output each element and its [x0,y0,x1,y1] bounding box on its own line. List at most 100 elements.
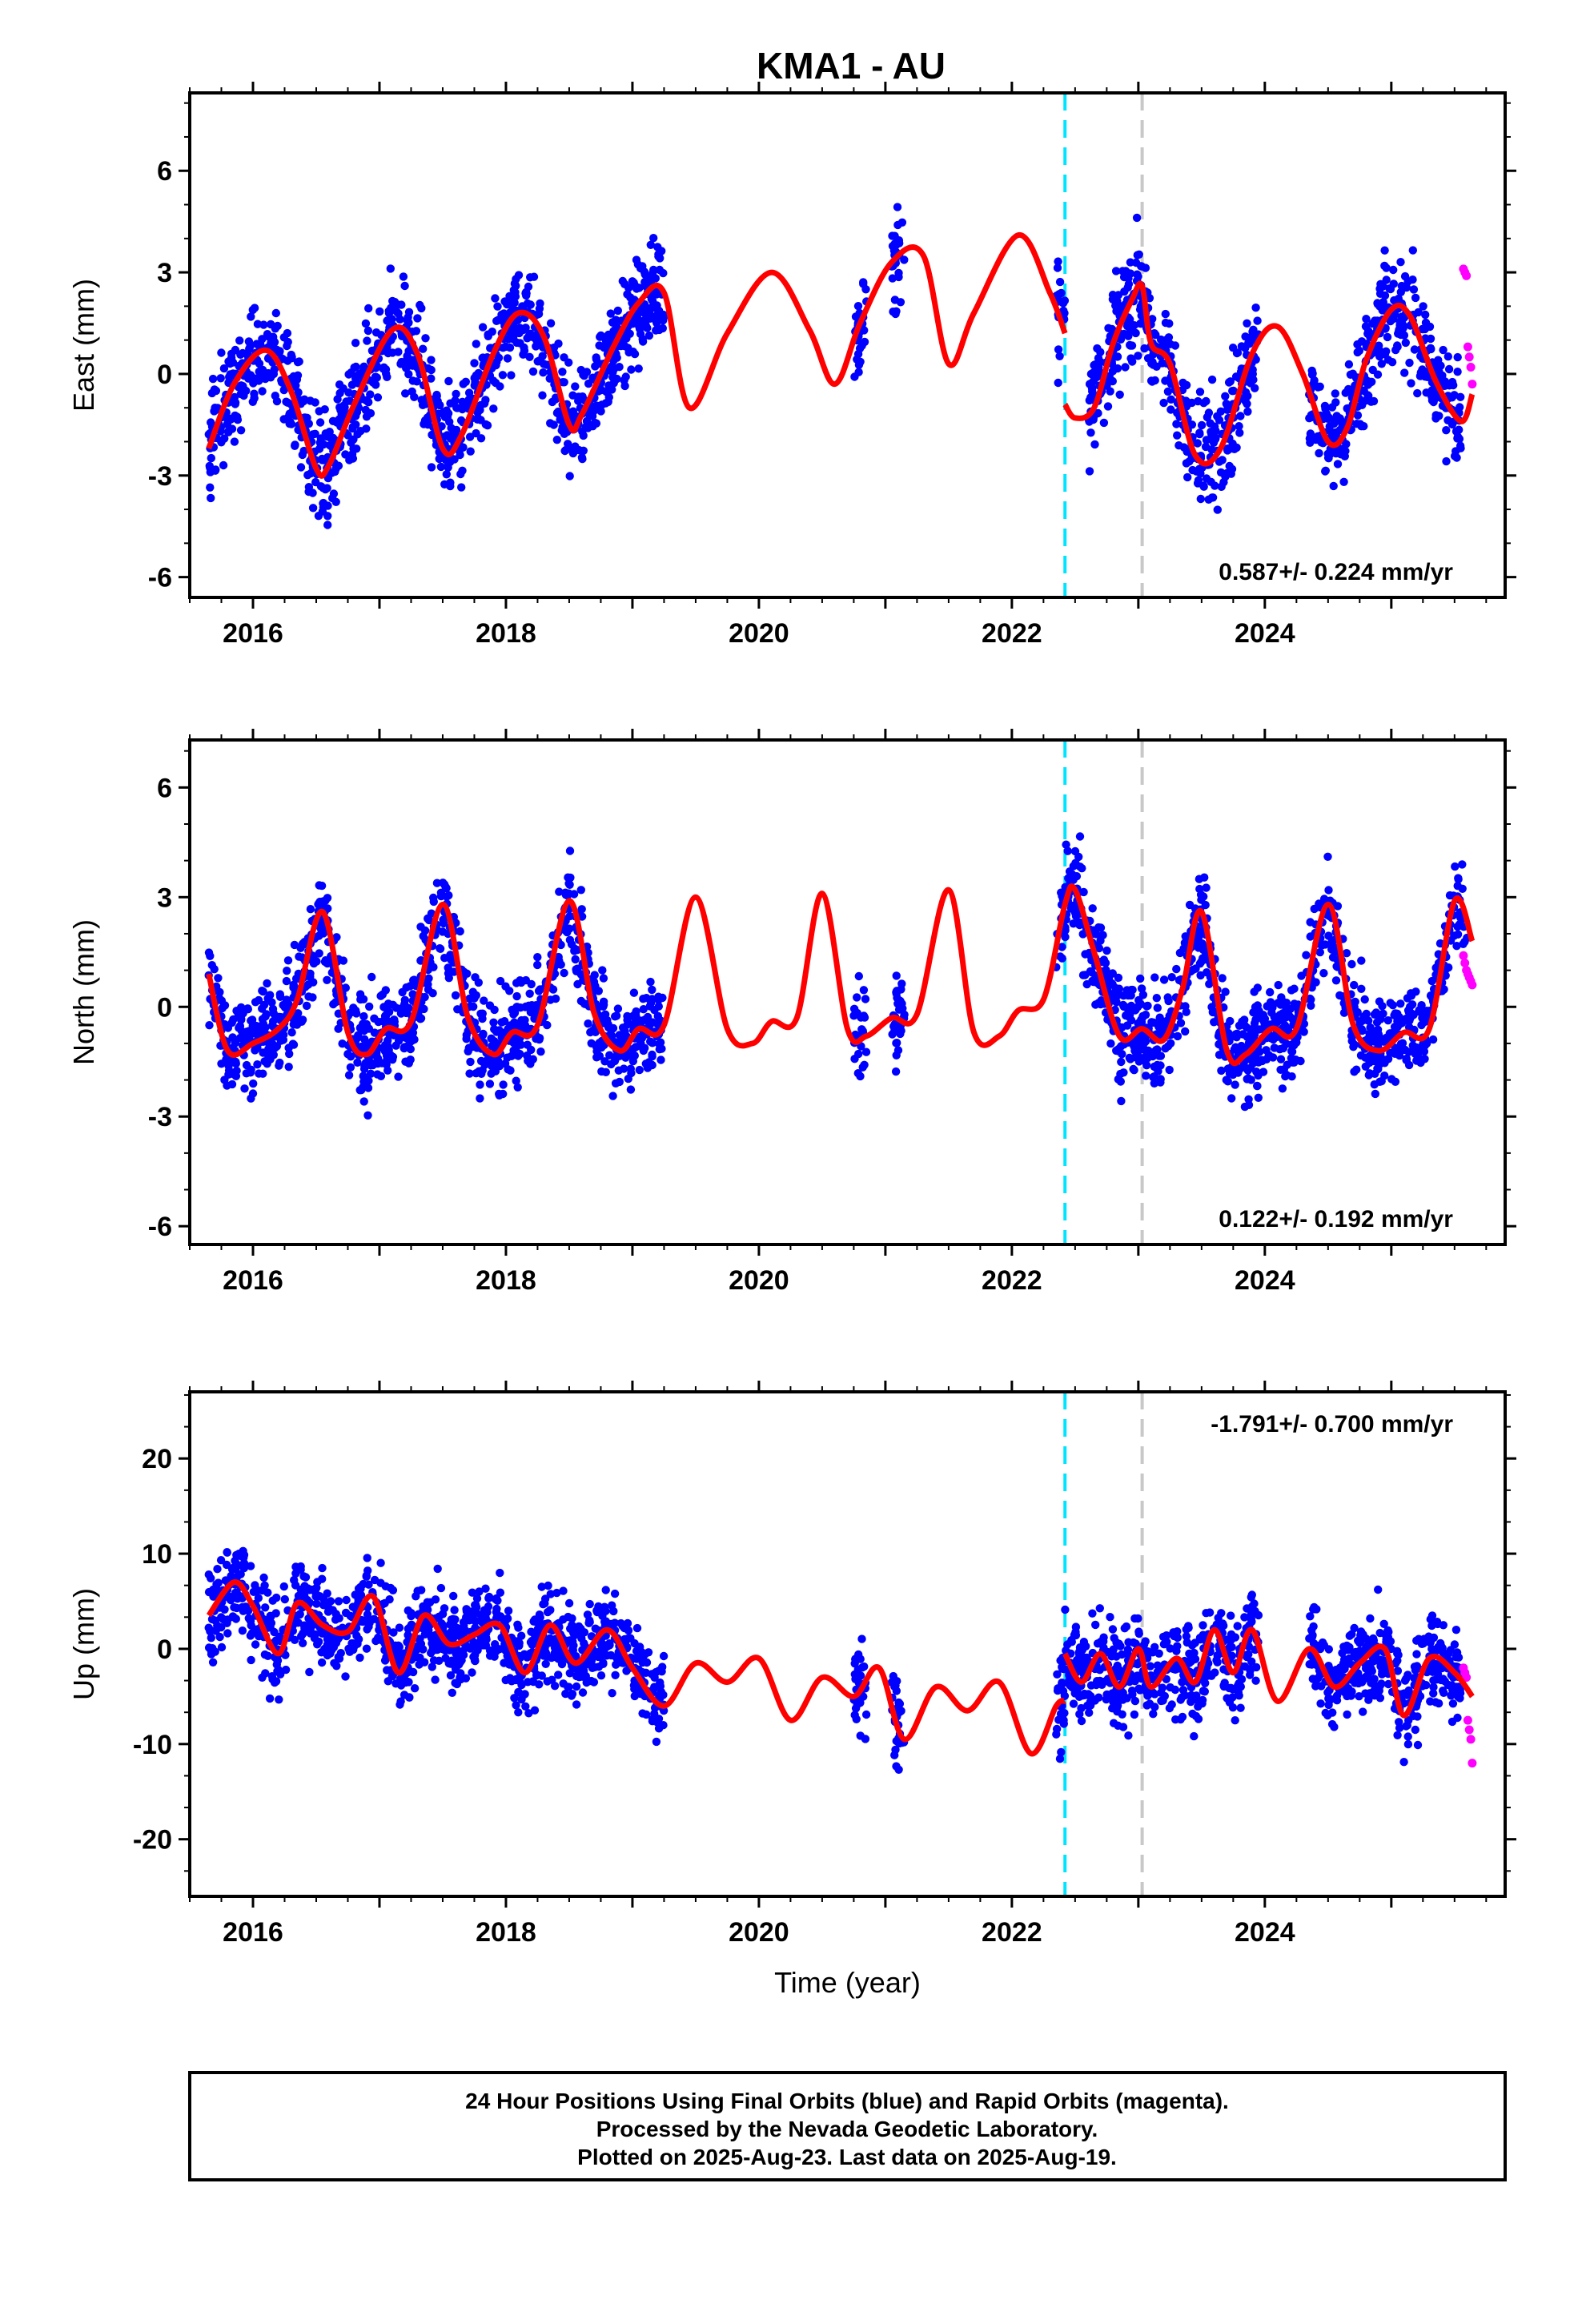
data-point [578,454,587,464]
data-point [538,352,547,360]
data-point [364,398,373,407]
data-point [514,1708,523,1717]
data-point [1402,1055,1411,1064]
y-tick-label: 3 [157,883,172,913]
data-point [1129,1064,1138,1074]
data-point [643,324,652,332]
data-point [652,319,661,328]
data-point [1126,1055,1135,1063]
data-point [1407,1000,1417,1009]
data-point [1065,867,1074,876]
data-point [276,1036,285,1045]
data-point [453,1005,462,1014]
data-point [1099,955,1109,964]
data-point [231,1039,240,1047]
x-tick-label: 2016 [223,1265,283,1296]
data-point [374,1017,383,1027]
data-point [250,304,259,312]
data-point [436,1583,446,1593]
rapid-point [1468,980,1477,990]
data-point [538,391,547,400]
data-point [279,385,288,395]
data-point [265,1694,275,1703]
data-point [237,1003,246,1012]
data-point [644,309,654,318]
data-point [1219,478,1228,487]
data-point [1442,426,1451,435]
data-point [861,995,870,1003]
y-axis-label: North (mm) [67,919,100,1065]
data-point [503,354,512,363]
data-point [1246,1063,1255,1072]
data-point [1152,994,1162,1003]
data-point [387,315,396,324]
data-point [1235,428,1244,437]
data-point [534,987,544,995]
data-point [1458,860,1467,869]
data-point [1166,405,1175,414]
data-point [400,281,409,291]
data-point [1228,387,1237,396]
data-point [230,437,239,446]
data-point [1443,416,1452,424]
data-point [1329,481,1338,491]
data-point [648,985,656,995]
data-point [1324,886,1333,895]
data-point [443,431,452,440]
data-point [1138,1013,1147,1022]
data-point [334,1597,343,1606]
data-point [558,368,567,376]
data-point [1362,376,1371,384]
data-point [569,890,579,899]
data-point [1115,390,1124,399]
data-point [1307,412,1316,422]
data-point [212,405,221,414]
data-point [536,299,544,308]
data-point [888,231,897,240]
data-point [1380,1072,1389,1080]
data-point [315,418,325,427]
data-point [1126,258,1135,267]
data-point [1108,376,1118,386]
data-point [318,1563,327,1573]
data-point [1375,997,1384,1006]
data-point [1147,377,1157,386]
data-point [1347,1036,1356,1046]
data-point [496,1588,505,1597]
data-point [1370,1080,1379,1089]
data-point [1287,1047,1296,1055]
data-point [323,904,332,913]
data-point [399,272,408,281]
data-point [605,1051,614,1059]
data-point [1407,1008,1415,1018]
data-point [1383,1055,1393,1063]
data-point [468,1642,477,1651]
data-point [1116,335,1126,344]
data-point [653,243,662,251]
data-point [1126,354,1135,363]
data-point [546,319,556,328]
data-point [1361,1062,1371,1072]
data-point [363,1554,371,1562]
data-point [1195,429,1204,439]
data-point [1453,923,1462,931]
data-point [591,1027,600,1037]
data-point [325,428,334,436]
data-point [1342,949,1351,958]
data-point [355,1023,365,1032]
data-point [237,1015,246,1024]
data-point [396,315,404,324]
data-point [394,1072,403,1081]
data-point [1315,448,1323,458]
data-point [1107,979,1117,988]
data-point [444,376,453,386]
data-point [861,1047,871,1056]
data-point [1264,1051,1274,1059]
data-point [236,426,246,435]
data-point [1124,274,1133,283]
data-point [1142,1072,1150,1080]
data-point [1137,319,1146,328]
data-point [1449,380,1458,390]
data-point [395,1623,404,1632]
